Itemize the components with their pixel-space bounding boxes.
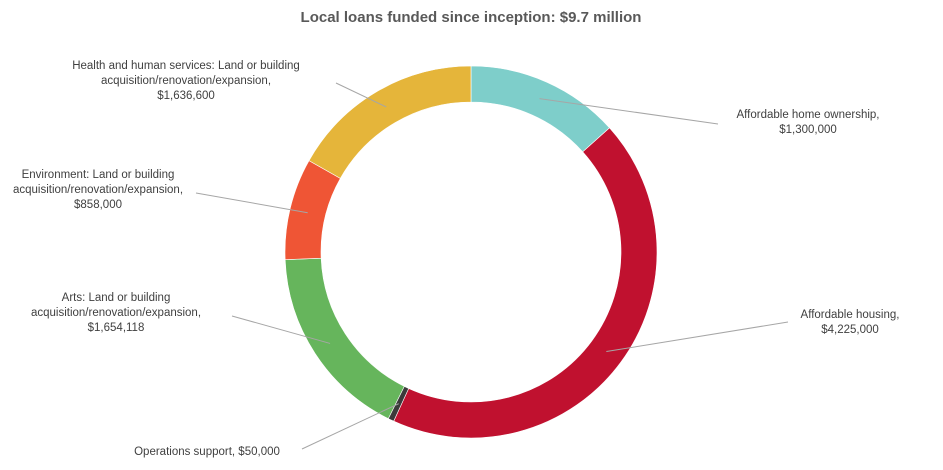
leader-line-environment <box>195 192 308 214</box>
leader-line-affordable-housing <box>606 321 789 353</box>
leader-line-affordable-home-ownership <box>539 98 719 125</box>
leader-line-health-human-services <box>335 82 387 108</box>
data-label-line: acquisition/renovation/expansion, <box>101 75 271 87</box>
data-labels: Affordable home ownership, $1,300,000Affo… <box>13 60 899 458</box>
data-label-line: Health and human services: Land or build… <box>72 60 300 72</box>
data-label-affordable-home-ownership: Affordable home ownership, $1,300,000 <box>737 109 880 136</box>
slice-arts <box>284 257 405 420</box>
data-label-line: acquisition/renovation/expansion, <box>31 307 201 319</box>
data-label-line: $858,000 <box>74 199 122 211</box>
data-label-line: Affordable home ownership, <box>737 109 880 121</box>
data-label-line: acquisition/renovation/expansion, <box>13 184 183 196</box>
data-label-operations-support: Operations support, $50,000 <box>134 446 280 458</box>
leader-line-arts <box>231 315 331 344</box>
data-label-arts: Arts: Land or building acquisition/renova… <box>31 292 201 334</box>
data-label-line: $4,225,000 <box>821 324 879 336</box>
slice-health-human-services <box>308 65 472 179</box>
data-label-line: Arts: Land or building <box>62 292 171 304</box>
data-label-line: Environment: Land or building <box>22 169 175 181</box>
leader-line-operations-support <box>301 403 399 450</box>
data-label-line: Operations support, $50,000 <box>134 446 280 458</box>
data-label-environment: Environment: Land or building acquisition… <box>13 169 183 211</box>
donut-slices <box>284 65 658 439</box>
data-label-line: $1,654,118 <box>88 322 145 334</box>
chart-title: Local loans funded since inception: $9.7… <box>301 9 642 26</box>
leader-lines <box>195 82 789 450</box>
slice-affordable-housing <box>393 127 658 439</box>
data-label-line: Affordable housing, <box>801 309 900 321</box>
data-label-health-human-services: Health and human services: Land or build… <box>72 60 300 102</box>
data-label-line: $1,300,000 <box>779 124 837 136</box>
slice-affordable-home-ownership <box>470 65 610 153</box>
data-label-affordable-housing: Affordable housing, $4,225,000 <box>801 309 900 336</box>
data-label-line: $1,636,600 <box>157 90 215 102</box>
